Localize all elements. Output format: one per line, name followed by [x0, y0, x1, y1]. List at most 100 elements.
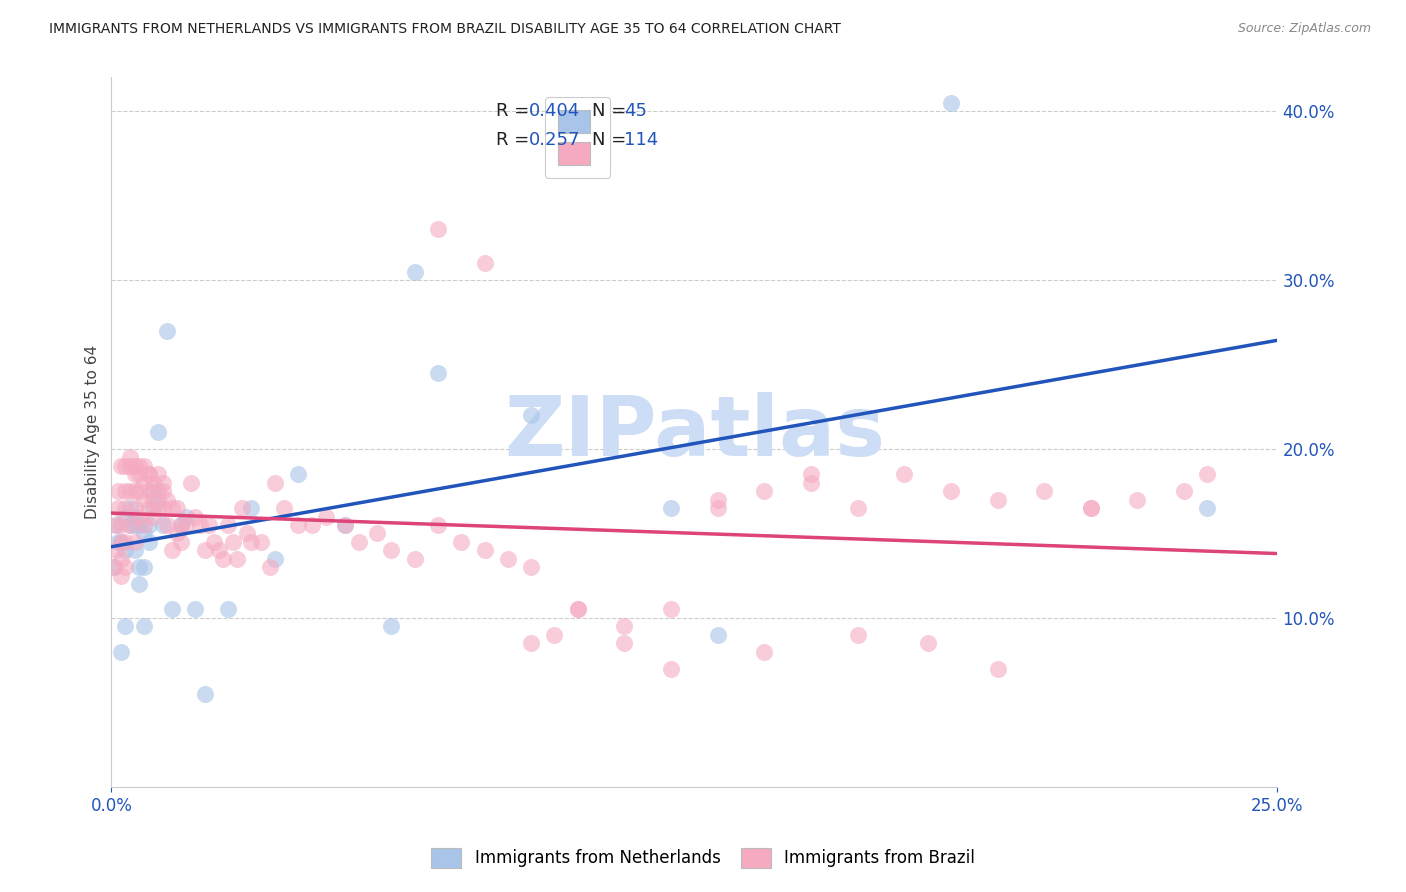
Point [170, 518, 193, 533]
Point [333, 518, 356, 533]
Point [128, 509, 150, 524]
Point [146, 484, 169, 499]
Point [107, 501, 129, 516]
Point [800, 475, 823, 490]
Point [520, 409, 543, 423]
Point [166, 526, 188, 541]
Text: 114: 114 [624, 131, 658, 149]
Text: IMMIGRANTS FROM NETHERLANDS VS IMMIGRANTS FROM BRAZIL DISABILITY AGE 35 TO 64 CO: IMMIGRANTS FROM NETHERLANDS VS IMMIGRANT… [49, 22, 841, 37]
Text: N =: N = [592, 103, 631, 120]
Point [235, 526, 257, 541]
Point [426, 222, 449, 236]
Point [124, 543, 146, 558]
Point [152, 501, 174, 516]
Point [114, 501, 136, 516]
Point [170, 518, 193, 533]
Point [105, 543, 128, 558]
Text: N =: N = [592, 131, 631, 149]
Point [194, 687, 217, 701]
Point [520, 560, 543, 574]
Point [543, 628, 565, 642]
Point [404, 551, 426, 566]
Point [110, 568, 132, 582]
Point [1197, 467, 1219, 482]
Point [120, 501, 142, 516]
Point [893, 467, 915, 482]
Point [659, 501, 682, 516]
Point [474, 256, 496, 270]
Point [156, 492, 179, 507]
Point [146, 501, 169, 516]
Point [184, 509, 207, 524]
Point [226, 551, 249, 566]
Point [138, 501, 160, 516]
Point [987, 662, 1010, 676]
Point [198, 518, 221, 533]
Text: R =: R = [496, 103, 536, 120]
Point [156, 324, 179, 338]
Point [132, 518, 155, 533]
Point [114, 484, 136, 499]
Point [1173, 484, 1195, 499]
Point [146, 425, 169, 439]
Point [301, 518, 323, 533]
Point [426, 366, 449, 380]
Point [152, 475, 174, 490]
Point [124, 501, 146, 516]
Point [706, 501, 728, 516]
Point [110, 535, 132, 549]
Point [138, 518, 160, 533]
Point [110, 535, 132, 549]
Point [114, 509, 136, 524]
Point [1197, 501, 1219, 516]
Point [1080, 501, 1102, 516]
Point [939, 484, 962, 499]
Point [166, 501, 188, 516]
Point [114, 543, 136, 558]
Point [613, 619, 636, 633]
Point [520, 636, 543, 650]
Point [160, 602, 183, 616]
Point [1080, 501, 1102, 516]
Legend: , : , [546, 97, 610, 178]
Point [240, 501, 263, 516]
Point [221, 535, 243, 549]
Point [706, 628, 728, 642]
Point [846, 628, 869, 642]
Point [120, 484, 142, 499]
Point [259, 560, 281, 574]
Point [128, 560, 150, 574]
Point [128, 577, 150, 591]
Point [107, 535, 129, 549]
Point [160, 501, 183, 516]
Text: 45: 45 [624, 103, 647, 120]
Point [132, 526, 155, 541]
Point [287, 467, 309, 482]
Point [152, 484, 174, 499]
Point [124, 535, 146, 549]
Point [142, 475, 165, 490]
Point [217, 518, 239, 533]
Point [105, 518, 128, 533]
Point [1033, 484, 1056, 499]
Point [180, 475, 202, 490]
Point [103, 560, 125, 574]
Y-axis label: Disability Age 35 to 64: Disability Age 35 to 64 [86, 345, 100, 519]
Point [240, 535, 263, 549]
Point [170, 535, 193, 549]
Point [212, 551, 235, 566]
Text: ZIPatlas: ZIPatlas [503, 392, 884, 473]
Point [142, 509, 165, 524]
Point [142, 484, 165, 499]
Point [450, 535, 472, 549]
Text: 0.404: 0.404 [529, 103, 581, 120]
Point [496, 551, 519, 566]
Point [132, 475, 155, 490]
Point [613, 636, 636, 650]
Point [188, 518, 211, 533]
Point [263, 475, 285, 490]
Text: Source: ZipAtlas.com: Source: ZipAtlas.com [1237, 22, 1371, 36]
Point [263, 551, 285, 566]
Point [174, 509, 197, 524]
Point [426, 518, 449, 533]
